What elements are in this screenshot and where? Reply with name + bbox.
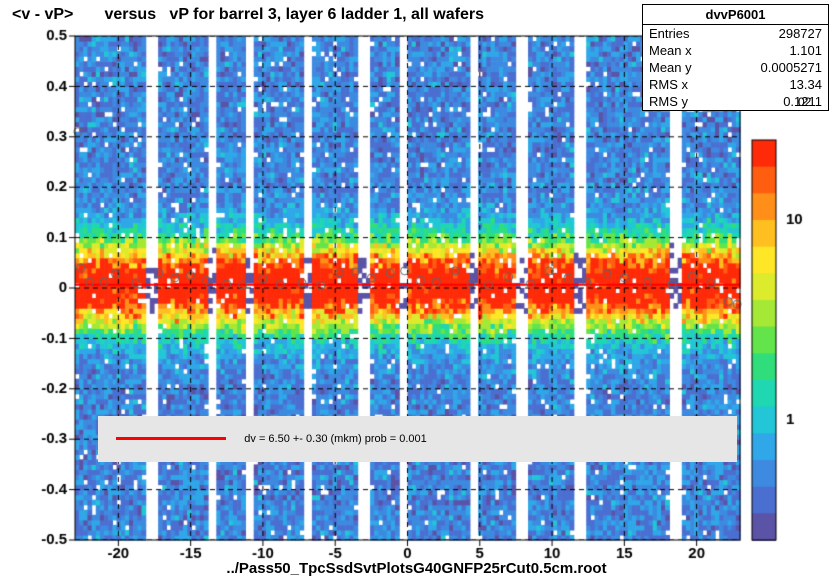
- stats-value: 0.0005271: [761, 60, 822, 75]
- stats-label: Mean y: [649, 60, 692, 75]
- stats-row-meanx: Mean x 1.101: [643, 42, 828, 59]
- stats-value: 298727: [779, 26, 822, 41]
- fit-text: dv = 6.50 +- 0.30 (mkm) prob = 0.001: [244, 433, 427, 445]
- plot-title: <v - vP> versus vP for barrel 3, layer 6…: [12, 6, 602, 24]
- stats-value: 1.101: [789, 43, 822, 58]
- stats-row-meany: Mean y 0.0005271: [643, 59, 828, 76]
- stats-value: 13.34: [789, 77, 822, 92]
- stats-label: RMS y: [649, 94, 688, 109]
- fit-line-sample: [116, 437, 226, 440]
- stats-label: Mean x: [649, 43, 692, 58]
- stats-label: RMS x: [649, 77, 688, 92]
- stats-row-rmsx: RMS x 13.34: [643, 76, 828, 93]
- stats-label: Entries: [649, 26, 689, 41]
- file-path-label: ../Pass50_TpcSsdSvtPlotsG40GNFP25rCut0.5…: [0, 560, 833, 577]
- z-axis-exponent: 02: [798, 95, 811, 109]
- stats-histogram-name: dvvP6001: [643, 5, 828, 25]
- fit-result-box: dv = 6.50 +- 0.30 (mkm) prob = 0.001: [98, 416, 736, 463]
- stats-row-entries: Entries 298727: [643, 25, 828, 42]
